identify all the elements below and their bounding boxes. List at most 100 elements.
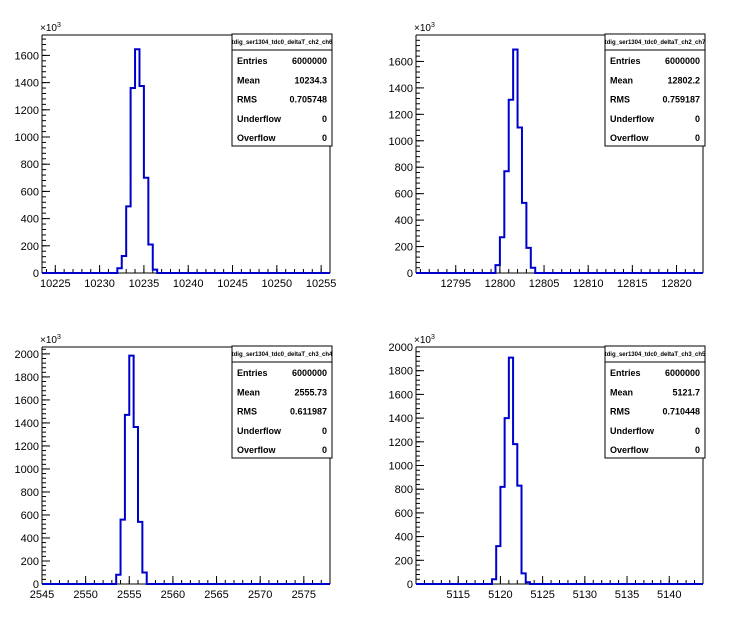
stats-value: 0.759187 — [662, 95, 700, 105]
y-exponent-label: ×103 — [414, 334, 435, 346]
stats-label: RMS — [237, 407, 257, 417]
stats-title: tdig_ser1304_tdc0_deltaT_ch3_ch5 — [605, 352, 706, 358]
x-tick-label: 5120 — [488, 589, 512, 601]
stats-label: Underflow — [610, 114, 655, 124]
stats-box-frame — [604, 345, 706, 459]
histogram-outline — [42, 354, 330, 585]
stats-value: 0 — [322, 445, 327, 455]
stats-label: Mean — [610, 387, 633, 397]
y-tick-label: 1400 — [15, 418, 39, 430]
x-tick-label: 2555 — [117, 589, 141, 601]
y-tick-label: 1000 — [389, 461, 413, 473]
histogram-panel-2: 0 200 400 600 800 1000 1200 1400 1600 12795 12800 1… — [389, 22, 707, 290]
stats-value: 12802.2 — [667, 75, 700, 85]
y-tick-label: 600 — [395, 189, 413, 201]
x-tick-label: 10245 — [217, 278, 248, 290]
y-tick-label: 1200 — [389, 109, 413, 121]
stats-box-frame — [231, 33, 333, 147]
stats-value: 6000000 — [292, 368, 327, 378]
y-tick-label: 400 — [395, 215, 413, 227]
y-exponent-label: ×103 — [40, 22, 61, 34]
stats-value: 6000000 — [665, 56, 700, 66]
x-tick-label: 2560 — [161, 589, 185, 601]
stats-title: tdig_ser1304_tdc0_deltaT_ch2_ch7 — [605, 40, 706, 46]
y-tick-label: 0 — [407, 579, 413, 591]
stats-label: RMS — [610, 407, 630, 417]
y-tick-label: 2000 — [389, 342, 413, 354]
x-tick-label: 12800 — [485, 278, 516, 290]
histogram-outline — [416, 48, 703, 274]
stats-value: 0 — [695, 426, 700, 436]
y-tick-label: 0 — [407, 268, 413, 280]
stats-label: Entries — [237, 56, 268, 66]
stats-label: Entries — [610, 56, 641, 66]
y-exponent-label: ×103 — [40, 334, 61, 346]
y-tick-label: 0 — [33, 579, 39, 591]
y-tick-label: 400 — [395, 532, 413, 544]
stats-value: 2555.73 — [294, 387, 327, 397]
y-exponent-label: ×103 — [414, 22, 435, 34]
y-tick-label: 1400 — [15, 78, 39, 90]
y-tick-label: 1200 — [389, 437, 413, 449]
stats-value: 0.611987 — [290, 407, 327, 417]
stats-box-frame — [604, 33, 706, 147]
x-tick-label: 5115 — [446, 589, 470, 601]
y-tick-label: 0 — [33, 268, 39, 280]
stats-label: Mean — [237, 75, 260, 85]
stats-value: 0 — [322, 426, 327, 436]
y-tick-label: 200 — [395, 555, 413, 567]
stats-title: tdig_ser1304_tdc0_deltaT_ch2_ch6 — [232, 40, 333, 46]
x-tick-label: 2565 — [204, 589, 228, 601]
y-tick-label: 1600 — [389, 389, 413, 401]
x-tick-label: 12820 — [661, 278, 692, 290]
y-tick-label: 1000 — [389, 136, 413, 148]
y-tick-label: 1600 — [389, 56, 413, 68]
stats-label: Mean — [610, 75, 633, 85]
histogram-panel-1: 0 200 400 600 800 1000 1200 1400 1600 10225 10230 1… — [15, 22, 337, 290]
x-tick-label: 10240 — [173, 278, 204, 290]
y-tick-label: 1800 — [389, 366, 413, 378]
stats-box: tdig_ser1304_tdc0_deltaT_ch3_ch5 Entries 6… — [604, 345, 706, 459]
stats-label: Overflow — [610, 133, 650, 143]
y-tick-label: 800 — [395, 162, 413, 174]
stats-label: Underflow — [237, 426, 282, 436]
y-tick-label: 800 — [21, 159, 39, 171]
x-tick-label: 12795 — [440, 278, 471, 290]
stats-value: 6000000 — [292, 56, 327, 66]
x-tick-label: 5135 — [615, 589, 639, 601]
x-tick-label: 2575 — [292, 589, 316, 601]
y-tick-label: 800 — [21, 487, 39, 499]
y-tick-label: 400 — [21, 533, 39, 545]
x-tick-label: 12815 — [617, 278, 648, 290]
stats-value: 0 — [695, 445, 700, 455]
y-tick-label: 2000 — [15, 349, 39, 361]
stats-label: Underflow — [610, 426, 655, 436]
y-tick-label: 600 — [21, 186, 39, 198]
histogram-panel-3: 0 200 400 600 800 1000 1200 1400 1600 1800 2000 254… — [15, 334, 334, 601]
y-tick-label: 1400 — [389, 83, 413, 95]
y-tick-label: 600 — [395, 508, 413, 520]
y-tick-label: 1200 — [15, 105, 39, 117]
stats-label: Entries — [610, 368, 641, 378]
stats-label: Overflow — [610, 445, 650, 455]
stats-box: tdig_ser1304_tdc0_deltaT_ch2_ch6 Entries 6… — [231, 33, 333, 147]
x-tick-label: 5140 — [657, 589, 681, 601]
stats-value: 0 — [322, 133, 327, 143]
x-tick-label: 10250 — [262, 278, 293, 290]
y-tick-label: 800 — [395, 484, 413, 496]
x-tick-label: 10235 — [129, 278, 160, 290]
stats-label: Overflow — [237, 445, 277, 455]
x-tick-label: 12810 — [573, 278, 604, 290]
stats-label: RMS — [237, 95, 257, 105]
x-tick-label: 5130 — [573, 589, 597, 601]
y-tick-label: 1600 — [15, 50, 39, 62]
stats-value: 0 — [322, 114, 327, 124]
stats-label: RMS — [610, 95, 630, 105]
y-tick-label: 200 — [21, 556, 39, 568]
x-tick-label: 10255 — [306, 278, 337, 290]
stats-value: 0.710448 — [662, 407, 700, 417]
y-tick-label: 1200 — [15, 441, 39, 453]
y-tick-label: 200 — [395, 242, 413, 254]
histogram-panel-4: 0 200 400 600 800 1000 1200 1400 1600 1800 2000 511… — [389, 334, 707, 601]
stats-value: 10234.3 — [294, 75, 327, 85]
